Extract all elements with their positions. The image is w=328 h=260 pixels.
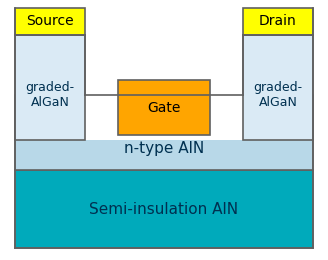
Text: Gate: Gate [147,101,181,115]
Text: graded-
AlGaN: graded- AlGaN [26,81,74,109]
Text: Drain: Drain [259,14,297,28]
Bar [118,80,210,135]
Text: graded-
AlGaN: graded- AlGaN [254,81,302,109]
Text: n-type AlN: n-type AlN [124,140,204,155]
Bar [15,8,85,35]
Bar [243,35,313,140]
Bar [15,170,313,248]
Bar [15,35,85,140]
Bar [85,35,243,140]
Text: Source: Source [26,14,74,28]
Text: Semi-insulation AlN: Semi-insulation AlN [90,202,238,217]
Bar [15,95,313,170]
Bar [243,8,313,35]
